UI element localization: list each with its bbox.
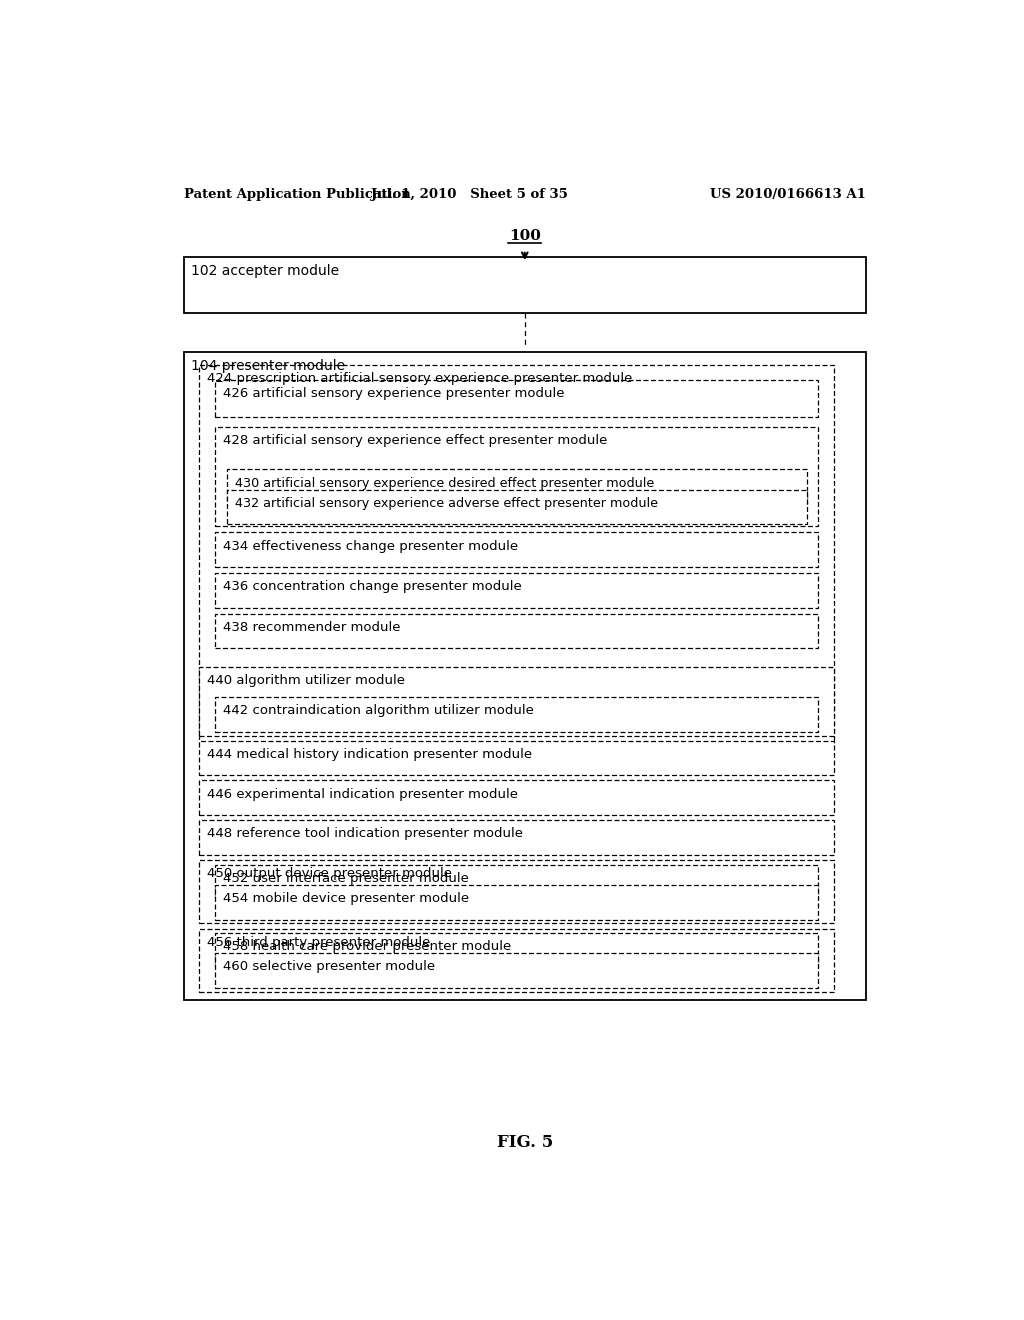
Text: 456 third party presenter module: 456 third party presenter module <box>207 936 431 949</box>
Bar <box>215 380 818 417</box>
Text: 104 presenter module: 104 presenter module <box>191 359 346 372</box>
Bar <box>200 741 835 775</box>
Bar <box>215 933 818 968</box>
Text: 452 user interface presenter module: 452 user interface presenter module <box>223 873 469 884</box>
Text: 442 contraindication algorithm utilizer module: 442 contraindication algorithm utilizer … <box>223 704 535 717</box>
Bar <box>183 257 866 313</box>
Bar <box>227 470 807 504</box>
Text: 446 experimental indication presenter module: 446 experimental indication presenter mo… <box>207 788 518 800</box>
Text: 430 artificial sensory experience desired effect presenter module: 430 artificial sensory experience desire… <box>236 477 654 490</box>
Bar <box>215 697 818 731</box>
Bar <box>215 865 818 899</box>
Bar <box>200 929 835 991</box>
Bar <box>215 532 818 568</box>
Bar <box>227 490 807 524</box>
Bar <box>215 614 818 648</box>
Text: 454 mobile device presenter module: 454 mobile device presenter module <box>223 892 469 906</box>
Text: 440 algorithm utilizer module: 440 algorithm utilizer module <box>207 673 406 686</box>
Text: 438 recommender module: 438 recommender module <box>223 620 400 634</box>
Bar <box>215 573 818 607</box>
Bar <box>215 426 818 527</box>
Bar <box>200 780 835 814</box>
Text: 458 health care provider presenter module: 458 health care provider presenter modul… <box>223 940 511 953</box>
Bar <box>200 859 835 923</box>
Text: FIG. 5: FIG. 5 <box>497 1134 553 1151</box>
Text: 434 effectiveness change presenter module: 434 effectiveness change presenter modul… <box>223 540 518 553</box>
Text: 428 artificial sensory experience effect presenter module: 428 artificial sensory experience effect… <box>223 434 607 447</box>
Text: 436 concentration change presenter module: 436 concentration change presenter modul… <box>223 581 522 593</box>
Bar <box>215 953 818 987</box>
Text: 100: 100 <box>509 228 541 243</box>
Text: 426 artificial sensory experience presenter module: 426 artificial sensory experience presen… <box>223 387 564 400</box>
Text: Patent Application Publication: Patent Application Publication <box>183 189 411 202</box>
Text: 460 selective presenter module: 460 selective presenter module <box>223 961 435 973</box>
Bar <box>200 667 835 735</box>
Bar <box>200 364 835 743</box>
Text: 424 prescription artificial sensory experience presenter module: 424 prescription artificial sensory expe… <box>207 372 633 385</box>
Bar <box>215 886 818 920</box>
Text: Jul. 1, 2010   Sheet 5 of 35: Jul. 1, 2010 Sheet 5 of 35 <box>371 189 567 202</box>
Bar <box>200 820 835 854</box>
Text: 448 reference tool indication presenter module: 448 reference tool indication presenter … <box>207 828 523 841</box>
Text: US 2010/0166613 A1: US 2010/0166613 A1 <box>711 189 866 202</box>
Text: 450 output device presenter module: 450 output device presenter module <box>207 867 453 880</box>
Text: 102 accepter module: 102 accepter module <box>191 264 340 279</box>
Text: 432 artificial sensory experience adverse effect presenter module: 432 artificial sensory experience advers… <box>236 496 658 510</box>
Text: 444 medical history indication presenter module: 444 medical history indication presenter… <box>207 748 532 760</box>
Bar <box>183 351 866 1001</box>
